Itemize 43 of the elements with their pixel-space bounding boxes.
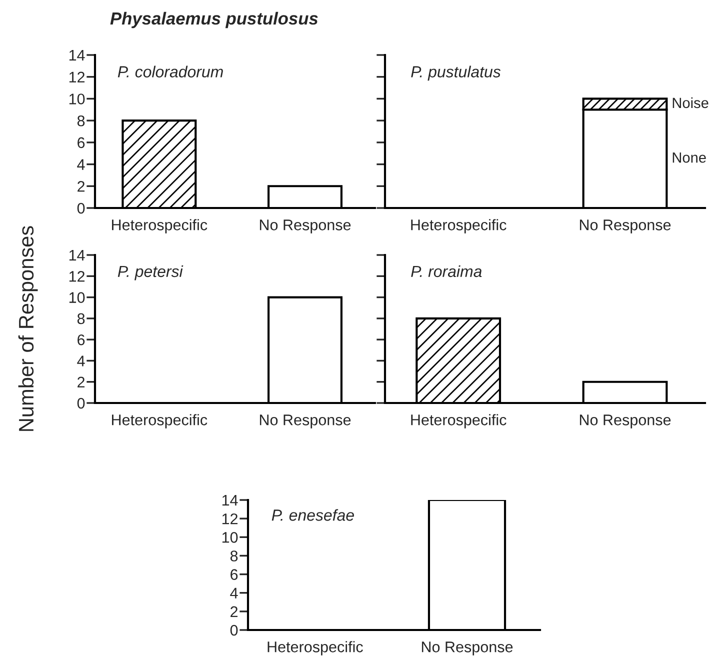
x-tick-label: No Response (422, 642, 513, 656)
y-tick-label: 10 (69, 94, 85, 104)
y-tick-label: 0 (77, 202, 85, 214)
chart-title: P. enesefae (272, 509, 354, 521)
series-label: None (672, 152, 706, 163)
text: P. roraima (411, 265, 482, 278)
y-tick-label: 12 (69, 271, 85, 282)
y-tick-label: 6 (78, 137, 85, 148)
y-tick-label: 14 (69, 50, 85, 61)
y-tick-label: 4 (230, 588, 238, 598)
y-tick-label: 0 (77, 398, 85, 409)
y-tick-label: 2 (78, 181, 85, 192)
x-tick-label: Heterospecific (411, 219, 506, 234)
x-tick-label: No Response (260, 220, 351, 234)
y-tick-label: 12 (222, 513, 238, 524)
text: P. pustulatus (411, 66, 501, 81)
text: Physalaemus pustulosus (110, 12, 318, 28)
y-tick-label: 12 (69, 72, 85, 82)
y-tick-label: 10 (69, 292, 85, 303)
x-tick-label: No Response (580, 414, 671, 428)
y-tick-label: 2 (78, 376, 85, 388)
y-tick-label: 6 (230, 569, 238, 580)
x-tick-label: Heterospecific (112, 219, 208, 234)
y-tick-label: 8 (77, 313, 85, 324)
y-tick-label: 2 (230, 606, 238, 617)
y-axis-title: Number of Responses (18, 226, 38, 431)
y-tick-label: 14 (222, 495, 238, 506)
y-tick-label: 4 (77, 159, 85, 170)
y-tick-label: 0 (230, 624, 238, 636)
x-tick-label: No Response (580, 220, 671, 234)
y-tick-label: 10 (222, 532, 238, 543)
x-tick-label: No Response (260, 414, 351, 428)
text: P. coloradorum (118, 66, 223, 78)
x-tick-label: Heterospecific (268, 641, 363, 656)
y-tick-label: 14 (69, 250, 85, 261)
y-tick-label: 4 (77, 356, 85, 366)
y-tick-label: 8 (230, 550, 238, 562)
series-label: Noise (672, 97, 708, 108)
text: P. petersi (118, 265, 184, 280)
x-tick-label: Heterospecific (411, 414, 506, 428)
x-tick-label: Heterospecific (112, 414, 208, 428)
y-tick-label: 6 (78, 334, 85, 346)
y-tick-label: 8 (77, 115, 85, 126)
